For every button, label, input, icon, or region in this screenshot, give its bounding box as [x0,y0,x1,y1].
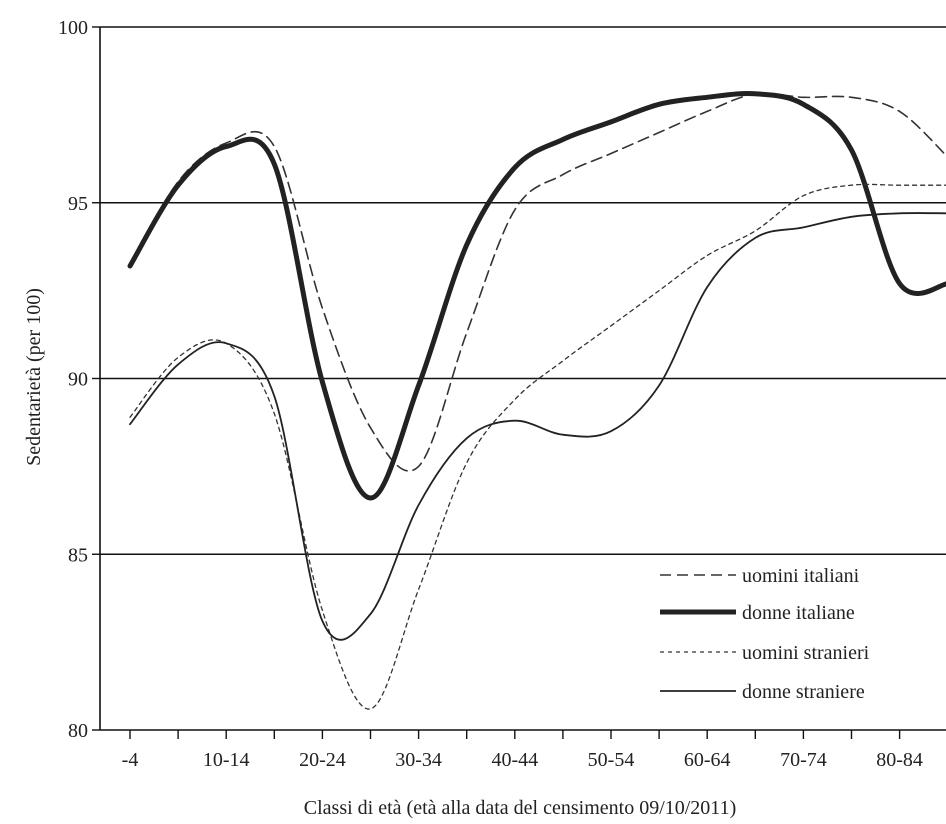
legend-background [650,560,935,715]
legend-label-donne-italiane: donne italiane [742,602,855,624]
legend-label-donne-straniere: donne straniere [742,681,865,703]
y-tick-labels: 80 85 90 95 100 [58,17,88,742]
x-tick-label-40-44: 40-44 [491,749,538,771]
gridlines [92,26,946,731]
legend: uomini italiani donne italiane uomini st… [650,560,935,715]
x-tick-label-30-34: 30-34 [395,749,442,771]
y-tick-label-100: 100 [58,17,88,39]
x-tick-label-10-14: 10-14 [203,749,250,771]
legend-label-uomini-stranieri: uomini stranieri [742,642,870,664]
y-tick-label-90: 90 [68,369,88,391]
series-line-donne-italiane [127,91,946,501]
x-tick-label-60-64: 60-64 [684,749,731,771]
legend-label-uomini-italiani: uomini italiani [742,565,860,587]
y-tick-label-85: 85 [68,544,88,566]
x-tick-labels: -4 10-14 20-24 30-34 40-44 50-54 60-64 70-74 80-… [122,730,923,771]
y-tick-label-80: 80 [68,720,88,742]
series-line-donne-straniere [129,212,946,641]
series-line-uomini-stranieri [129,183,946,710]
series-line-uomini-italiani [129,92,946,472]
y-tick-label-95: 95 [68,193,88,215]
axes [99,27,946,731]
series-lines [127,91,946,710]
x-tick-label--4: -4 [122,749,139,771]
x-tick-label-70-74: 70-74 [780,749,827,771]
x-tick-label-20-24: 20-24 [299,749,346,771]
x-axis-title: Classi di età (età alla data del censime… [304,797,736,819]
x-tick-label-80-84: 80-84 [876,749,923,771]
x-tick-label-50-54: 50-54 [588,749,635,771]
y-axis-title: Sedentarietà (per 100) [23,288,45,466]
